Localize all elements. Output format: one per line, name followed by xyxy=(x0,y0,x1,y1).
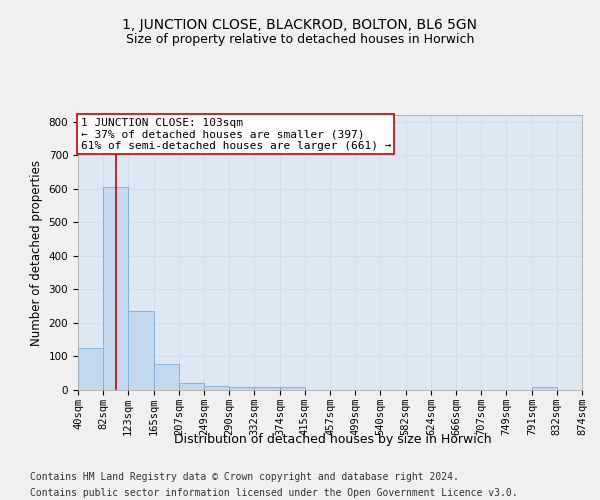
Bar xyxy=(229,388,254,390)
Text: Distribution of detached houses by size in Horwich: Distribution of detached houses by size … xyxy=(174,432,492,446)
Text: 1 JUNCTION CLOSE: 103sqm
← 37% of detached houses are smaller (397)
61% of semi-: 1 JUNCTION CLOSE: 103sqm ← 37% of detach… xyxy=(80,118,391,151)
Bar xyxy=(254,388,280,390)
Bar xyxy=(179,382,205,390)
Text: 1, JUNCTION CLOSE, BLACKROD, BOLTON, BL6 5GN: 1, JUNCTION CLOSE, BLACKROD, BOLTON, BL6… xyxy=(122,18,478,32)
Y-axis label: Number of detached properties: Number of detached properties xyxy=(30,160,43,346)
Bar xyxy=(280,388,305,390)
Bar xyxy=(128,311,154,390)
Bar xyxy=(78,348,103,390)
Text: Contains public sector information licensed under the Open Government Licence v3: Contains public sector information licen… xyxy=(30,488,518,498)
Bar xyxy=(205,386,229,390)
Bar xyxy=(532,388,557,390)
Text: Size of property relative to detached houses in Horwich: Size of property relative to detached ho… xyxy=(126,32,474,46)
Bar xyxy=(103,187,128,390)
Bar xyxy=(154,364,179,390)
Text: Contains HM Land Registry data © Crown copyright and database right 2024.: Contains HM Land Registry data © Crown c… xyxy=(30,472,459,482)
